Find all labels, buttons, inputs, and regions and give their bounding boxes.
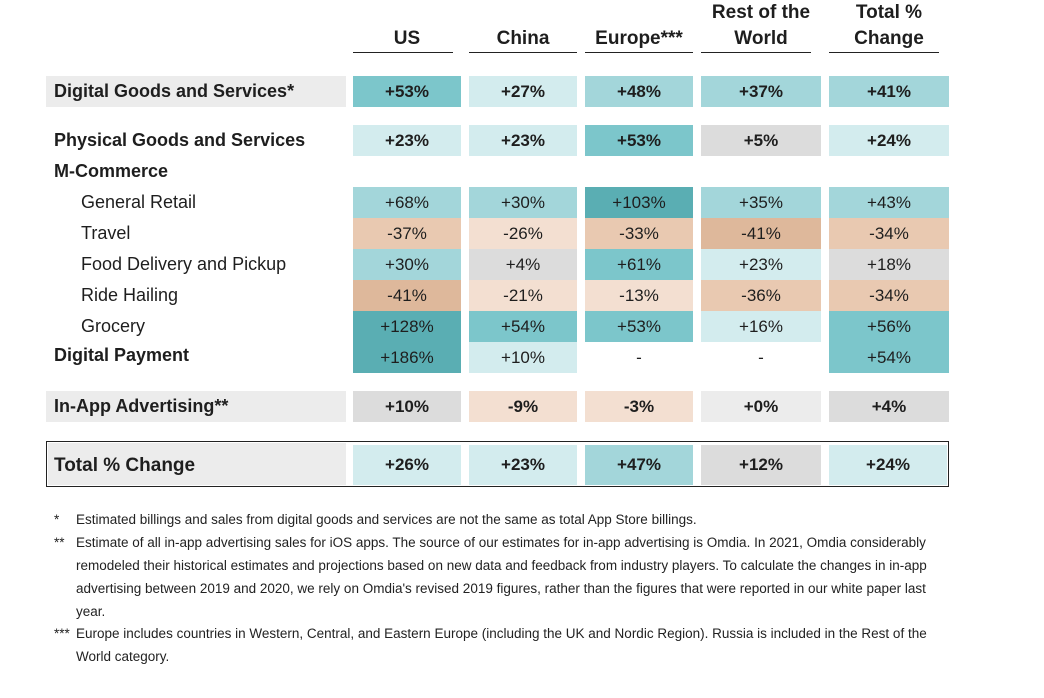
cell-total-europe: +47% (585, 445, 693, 485)
cell-in-app-advertising-us: +10% (353, 391, 461, 422)
cell-grocery-us: +128% (353, 311, 461, 342)
cell-grocery-europe: +53% (585, 311, 693, 342)
row-label-travel: Travel (81, 223, 131, 243)
cell-physical-goods-total: +24% (829, 125, 949, 156)
cell-general-retail-us: +68% (353, 187, 461, 218)
header-underline-us (353, 52, 453, 53)
header-europe: Europe*** (595, 28, 683, 49)
header-underline-europe (585, 52, 693, 53)
cell-ride-hailing-total: -34% (829, 280, 949, 311)
footnote-mark: ** (54, 535, 65, 550)
cell-digital-goods-rest: +37% (701, 76, 821, 107)
cell-ride-hailing-europe: -13% (585, 280, 693, 311)
header-total-line2: Change (854, 28, 924, 49)
cell-travel-rest: -41% (701, 218, 821, 249)
cell-digital-payment-rest: - (758, 348, 764, 367)
cell-grocery-china: +54% (469, 311, 577, 342)
cell-ride-hailing-us: -41% (353, 280, 461, 311)
footnote-digital-goods: * Estimated billings and sales from digit… (54, 508, 956, 531)
footnote-text: Europe includes countries in Western, Ce… (76, 626, 927, 664)
header-total-change: Total % Change (829, 0, 949, 52)
header-underline-rest (701, 52, 811, 53)
cell-in-app-advertising-rest: +0% (701, 391, 821, 422)
cell-grocery-total: +56% (829, 311, 949, 342)
row-label-general-retail: General Retail (81, 192, 197, 212)
row-label-physical-goods: Physical Goods and Services (54, 130, 306, 150)
total-row-box (46, 441, 949, 487)
header-china: China (496, 28, 550, 49)
cell-travel-europe: -33% (585, 218, 693, 249)
cell-total-china: +23% (469, 445, 577, 485)
cell-digital-goods-china: +27% (469, 76, 577, 107)
cell-total-rest: +12% (701, 445, 821, 485)
cell-physical-goods-us: +23% (353, 125, 461, 156)
header-rest-line1: Rest of the (711, 2, 811, 23)
cell-food-delivery-rest: +23% (701, 249, 821, 280)
cell-digital-payment-us: +186% (353, 342, 461, 373)
footnote-mark: *** (54, 626, 70, 641)
row-label-m-commerce: M-Commerce (54, 161, 169, 181)
cell-digital-goods-total: +41% (829, 76, 949, 107)
row-label-digital-goods: Digital Goods and Services* (54, 81, 295, 101)
cell-ride-hailing-rest: -36% (701, 280, 821, 311)
cell-physical-goods-rest: +5% (701, 125, 821, 156)
cell-digital-goods-us: +53% (353, 76, 461, 107)
footnote-mark: * (54, 512, 60, 527)
header-total-line1: Total % (855, 2, 923, 23)
cell-physical-goods-europe: +53% (585, 125, 693, 156)
row-label-ride-hailing: Ride Hailing (81, 285, 179, 305)
row-label-grocery: Grocery (81, 316, 146, 336)
cell-digital-payment-china: +10% (469, 342, 577, 373)
cell-in-app-advertising-total: +4% (829, 391, 949, 422)
footnote-europe: *** Europe includes countries in Western,… (54, 622, 956, 668)
row-band-total (48, 443, 346, 485)
row-label-in-app-advertising: In-App Advertising** (54, 396, 229, 416)
header-rest-of-world: Rest of the World (701, 0, 821, 52)
row-band-digital-goods (46, 76, 346, 107)
cell-food-delivery-total: +18% (829, 249, 949, 280)
cell-general-retail-total: +43% (829, 187, 949, 218)
cell-food-delivery-china: +4% (469, 249, 577, 280)
cell-physical-goods-china: +23% (469, 125, 577, 156)
row-label-total-change: Total % Change (54, 455, 196, 476)
cell-total-us: +26% (353, 445, 461, 485)
cell-travel-total: -34% (829, 218, 949, 249)
cell-general-retail-china: +30% (469, 187, 577, 218)
cell-in-app-advertising-europe: -3% (585, 391, 693, 422)
footnote-text: Estimated billings and sales from digita… (76, 512, 697, 527)
footnote-in-app-advertising: ** Estimate of all in-app advertising sal… (54, 531, 956, 623)
cell-travel-us: -37% (353, 218, 461, 249)
cell-digital-payment-europe: - (636, 348, 642, 367)
cell-grocery-rest: +16% (701, 311, 821, 342)
header-rest-line2: World (734, 28, 788, 49)
footnote-text: Estimate of all in-app advertising sales… (76, 535, 927, 619)
cell-digital-payment-total: +54% (829, 342, 949, 373)
cell-general-retail-rest: +35% (701, 187, 821, 218)
cell-food-delivery-europe: +61% (585, 249, 693, 280)
cell-ride-hailing-china: -21% (469, 280, 577, 311)
row-band-in-app-advertising (46, 391, 346, 422)
row-label-digital-payment: Digital Payment (54, 345, 190, 365)
row-label-food-delivery: Food Delivery and Pickup (81, 254, 287, 274)
cell-digital-goods-europe: +48% (585, 76, 693, 107)
cell-general-retail-europe: +103% (585, 187, 693, 218)
header-us: US (393, 28, 421, 49)
header-underline-china (469, 52, 577, 53)
cell-food-delivery-us: +30% (353, 249, 461, 280)
header-underline-total (829, 52, 939, 53)
cell-in-app-advertising-china: -9% (469, 391, 577, 422)
cell-total-total: +24% (829, 445, 947, 485)
cell-travel-china: -26% (469, 218, 577, 249)
